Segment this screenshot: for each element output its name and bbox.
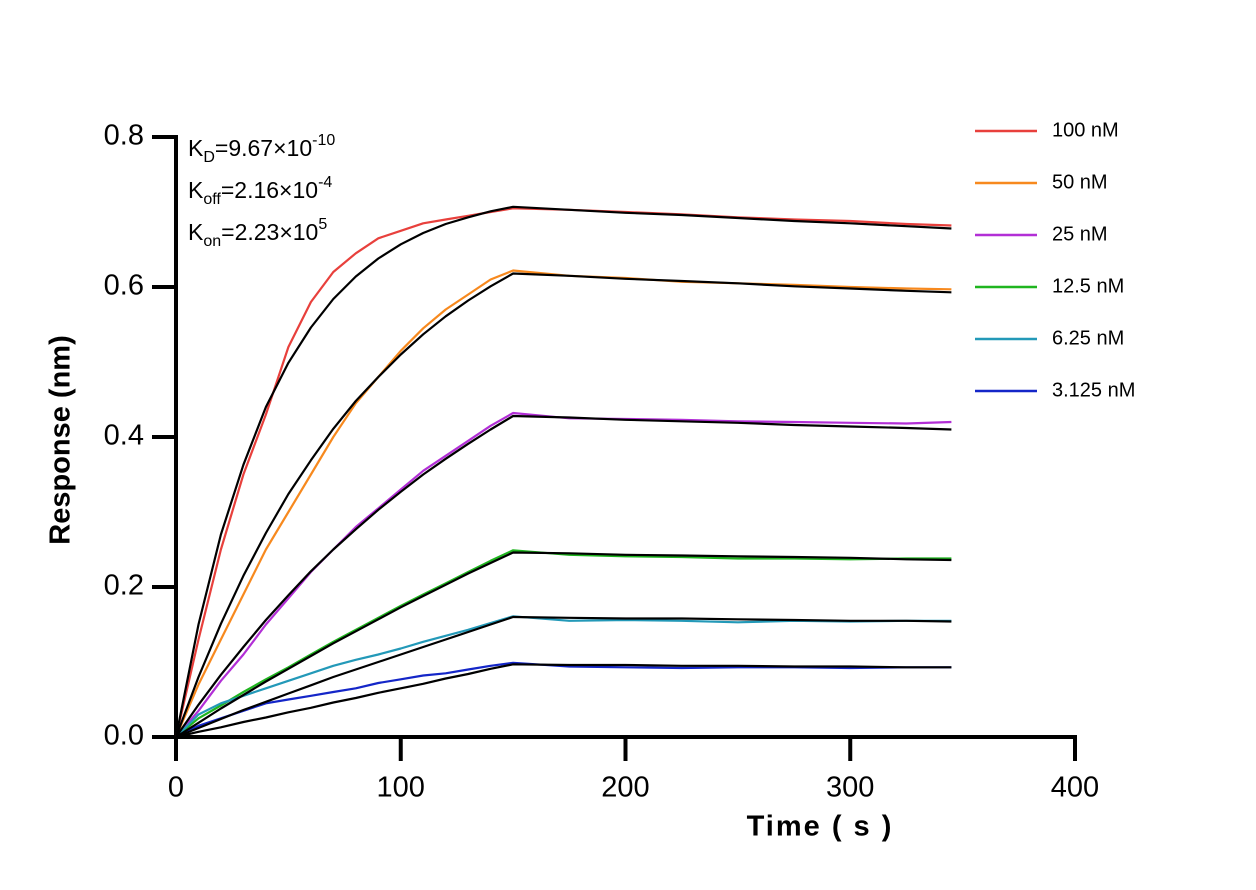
y-tick-label: 0.4 — [104, 420, 144, 452]
y-tick-label: 0.0 — [104, 720, 144, 752]
y-tick-label: 0.6 — [104, 270, 144, 302]
annotation-text: =2.23×10 — [221, 219, 318, 245]
annotation-sub: off — [203, 191, 221, 208]
annotation: Koff=2.16×10-4 — [188, 174, 332, 208]
y-tick-label: 0.8 — [104, 120, 144, 152]
x-tick-label: 300 — [826, 772, 874, 804]
annotation-sup: -4 — [318, 174, 332, 191]
legend-label: 12.5 nM — [1052, 275, 1124, 297]
annotation: Kon=2.23×105 — [188, 216, 327, 250]
fit-line — [175, 615, 952, 739]
legend-label: 3.125 nM — [1052, 379, 1135, 401]
data-line — [175, 615, 952, 738]
annotation-sub: D — [203, 149, 215, 166]
annotation: KD=9.67×10-10 — [188, 132, 335, 166]
annotation-main: K — [188, 177, 204, 203]
fit-line — [175, 551, 952, 738]
x-tick-label: 0 — [168, 772, 184, 804]
x-tick-label: 100 — [377, 772, 425, 804]
legend-label: 25 nM — [1052, 223, 1108, 245]
legend-label: 6.25 nM — [1052, 327, 1124, 349]
annotation-main: K — [188, 219, 204, 245]
fit-line — [174, 272, 952, 738]
legend-label: 100 nM — [1052, 119, 1119, 141]
annotation-main: K — [188, 135, 204, 161]
x-tick-label: 400 — [1051, 772, 1099, 804]
data-line — [175, 411, 952, 738]
annotation-sup: -10 — [312, 132, 335, 149]
fit-line — [174, 205, 952, 738]
x-axis-label: Time ( s ) — [747, 811, 894, 843]
y-axis-label: Response (nm) — [45, 335, 77, 544]
annotation-text: =9.67×10 — [215, 135, 312, 161]
x-tick-label: 200 — [601, 772, 649, 804]
annotation-text: =2.16×10 — [221, 177, 318, 203]
fit-line — [175, 663, 952, 739]
annotation-sub: on — [203, 233, 221, 250]
data-line — [175, 661, 952, 738]
y-tick-label: 0.2 — [104, 570, 144, 602]
data-line — [175, 549, 952, 738]
annotation-sup: 5 — [318, 216, 327, 233]
fit-line — [175, 414, 952, 738]
legend-label: 50 nM — [1052, 171, 1108, 193]
